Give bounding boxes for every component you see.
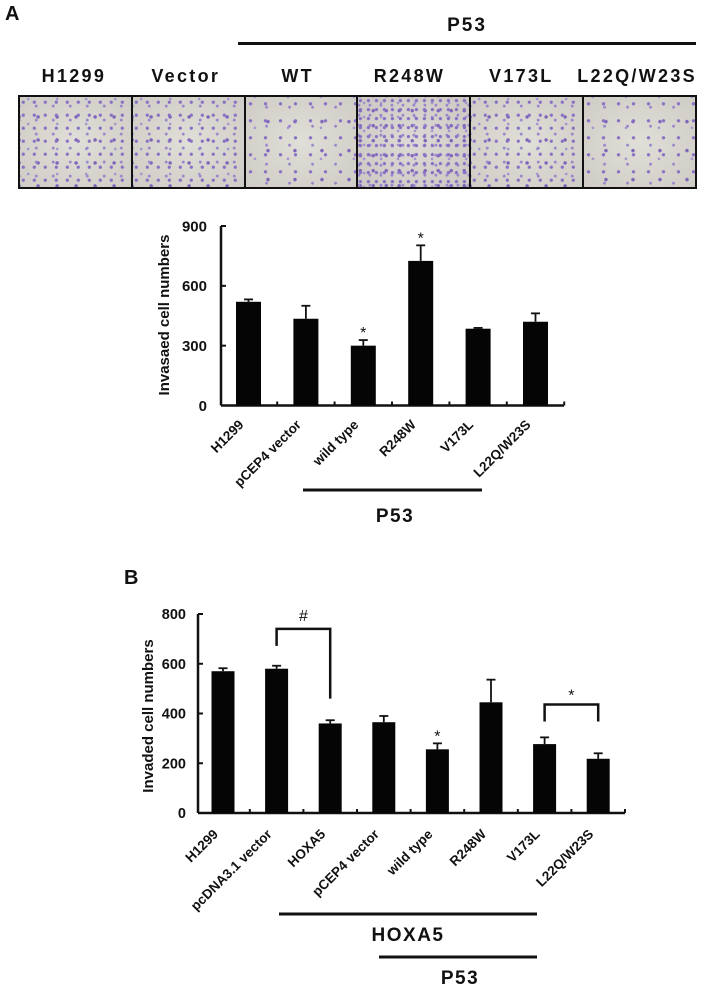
bar (408, 260, 434, 406)
y-tick-label: 900 (182, 218, 207, 235)
x-category-label: wild type (309, 417, 362, 470)
bar (265, 668, 289, 813)
bar (523, 321, 548, 406)
x-category-label: HOXA5 (285, 826, 329, 870)
y-tick-label: 300 (182, 338, 207, 355)
significance-marker: * (360, 325, 366, 342)
x-category-label: H1299 (208, 417, 247, 456)
significance-marker: * (418, 230, 424, 247)
bar (350, 345, 376, 406)
micrograph-strip (18, 95, 697, 189)
bar (293, 318, 319, 406)
chart-b-y-axis-label: Invaded cell numbers (140, 639, 157, 792)
bracket-significance-marker: * (568, 688, 574, 705)
micrograph-image-h1299 (20, 97, 131, 187)
micrograph-titles: H1299 Vector WT R248W V173L L22Q/W23S (18, 64, 697, 88)
y-tick-label: 600 (182, 278, 207, 295)
y-tick-label: 0 (199, 398, 207, 415)
micrograph-group-label-p53: P53 (447, 15, 487, 36)
chart-b-group-label-p53: P53 (441, 968, 479, 989)
chart-b-group-label-hoxa5: HOXA5 (372, 925, 445, 946)
micrograph-title: Vector (151, 66, 221, 86)
chart-b: Invaded cell numbers HOXA5 P53 0 200 400 60… (140, 607, 626, 989)
chart-a-y-axis-label: Invasaed cell numbers (156, 235, 173, 396)
chart-a-group-label-p53: P53 (376, 506, 414, 527)
bar (372, 722, 396, 813)
micrograph-title: H1299 (41, 66, 107, 86)
x-category-label: wild type (383, 826, 436, 879)
bar (425, 749, 449, 813)
micrograph-image-v173l (469, 97, 583, 187)
x-category-label: L22Q/W23S (533, 827, 596, 890)
significance-bracket (543, 703, 600, 722)
x-category-label: V173L (504, 827, 543, 866)
x-category-label: H1299 (182, 827, 221, 866)
bar (465, 328, 491, 406)
micrograph-title: V173L (489, 66, 554, 86)
micrograph-title: WT (281, 66, 314, 86)
micrograph-group-line (238, 42, 696, 45)
bar (211, 671, 235, 813)
y-tick-label: 800 (162, 607, 186, 623)
bar (318, 723, 342, 813)
bar (479, 702, 503, 813)
micrograph-title: L22Q/W23S (577, 66, 697, 86)
bar (236, 301, 261, 406)
micrograph-image-l22q-w23s (582, 97, 695, 187)
y-tick-label: 600 (162, 657, 186, 673)
bar (533, 744, 557, 813)
micrograph-image-wt (243, 97, 357, 187)
bar (586, 758, 610, 813)
bracket-significance-marker: # (299, 608, 308, 625)
panel-b-letter: B (124, 567, 139, 589)
x-category-label: R248W (376, 417, 419, 460)
x-category-label: R248W (447, 826, 490, 869)
micrograph-image-vector (130, 97, 244, 187)
y-tick-label: 400 (162, 707, 186, 723)
significance-bracket (275, 627, 332, 699)
panel-a-letter: A (5, 3, 20, 25)
chart-a: Invasaed cell numbers P53 0 300 600 900 H129… (156, 218, 566, 527)
y-tick-label: 0 (178, 806, 186, 822)
y-tick-label: 200 (162, 756, 186, 772)
x-category-label: L22Q/W23S (470, 417, 533, 480)
x-category-label: V173L (437, 417, 476, 456)
micrograph-image-r248w (356, 97, 470, 187)
micrograph-title: R248W (373, 66, 446, 86)
significance-marker: * (434, 728, 440, 745)
